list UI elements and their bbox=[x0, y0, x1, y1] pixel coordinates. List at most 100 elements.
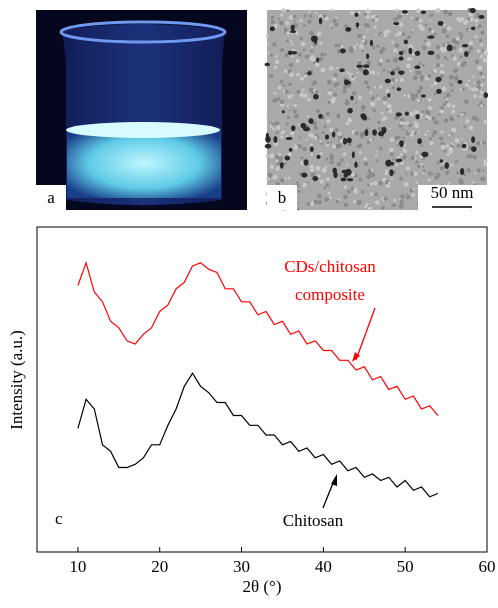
particle bbox=[301, 172, 308, 178]
texture bbox=[466, 168, 471, 172]
texture bbox=[455, 36, 460, 41]
texture bbox=[418, 62, 421, 65]
texture bbox=[431, 134, 435, 138]
texture bbox=[427, 27, 433, 32]
texture bbox=[396, 155, 401, 160]
particle bbox=[284, 155, 291, 161]
texture bbox=[403, 94, 407, 97]
texture bbox=[445, 170, 450, 175]
texture bbox=[323, 124, 327, 129]
texture bbox=[446, 102, 451, 108]
texture bbox=[424, 109, 429, 114]
texture bbox=[436, 172, 439, 176]
texture bbox=[298, 172, 302, 176]
texture bbox=[324, 166, 328, 169]
texture bbox=[389, 152, 394, 157]
texture bbox=[440, 141, 445, 146]
texture bbox=[374, 33, 377, 36]
panel-label: b bbox=[278, 188, 287, 207]
texture bbox=[414, 123, 419, 129]
texture bbox=[458, 31, 462, 35]
texture bbox=[363, 161, 369, 167]
texture bbox=[399, 176, 404, 181]
texture bbox=[365, 8, 371, 14]
texture bbox=[284, 53, 289, 58]
texture bbox=[301, 88, 305, 92]
texture bbox=[315, 133, 319, 137]
texture bbox=[375, 150, 378, 153]
texture bbox=[430, 84, 433, 87]
particle bbox=[354, 161, 358, 168]
texture bbox=[446, 153, 450, 157]
texture bbox=[482, 57, 488, 63]
texture bbox=[374, 99, 377, 102]
texture bbox=[482, 169, 485, 172]
texture bbox=[383, 33, 388, 38]
texture bbox=[286, 115, 291, 119]
texture bbox=[433, 68, 438, 73]
texture bbox=[378, 126, 383, 131]
texture bbox=[361, 49, 365, 53]
texture bbox=[283, 69, 288, 74]
texture bbox=[466, 154, 471, 159]
texture bbox=[433, 64, 436, 67]
texture bbox=[334, 128, 339, 132]
particle bbox=[427, 35, 435, 39]
texture bbox=[335, 66, 338, 70]
texture bbox=[326, 79, 332, 85]
texture bbox=[282, 90, 286, 93]
texture bbox=[445, 144, 449, 148]
texture bbox=[451, 127, 457, 133]
texture bbox=[359, 43, 364, 49]
texture bbox=[414, 121, 418, 125]
texture bbox=[279, 177, 285, 183]
texture bbox=[277, 125, 280, 128]
particle bbox=[340, 177, 347, 182]
texture bbox=[425, 115, 430, 119]
texture bbox=[379, 146, 383, 151]
particle bbox=[339, 48, 346, 54]
texture bbox=[399, 152, 404, 157]
texture bbox=[288, 62, 294, 68]
texture bbox=[286, 104, 289, 107]
particle bbox=[303, 159, 309, 166]
texture bbox=[316, 31, 322, 37]
texture bbox=[345, 98, 349, 102]
particle bbox=[387, 93, 391, 98]
panel-label: c bbox=[55, 509, 63, 528]
texture bbox=[382, 177, 387, 183]
texture bbox=[370, 173, 376, 178]
texture bbox=[376, 44, 380, 48]
texture bbox=[280, 79, 284, 84]
texture bbox=[267, 42, 270, 45]
texture bbox=[481, 75, 485, 79]
particle bbox=[303, 126, 310, 132]
texture bbox=[474, 87, 479, 92]
texture bbox=[479, 71, 484, 76]
texture bbox=[460, 120, 464, 124]
texture bbox=[282, 130, 285, 134]
texture bbox=[440, 144, 446, 150]
texture bbox=[325, 177, 330, 182]
texture bbox=[475, 16, 478, 19]
texture bbox=[435, 44, 441, 50]
texture bbox=[419, 75, 425, 80]
texture bbox=[284, 20, 290, 26]
texture bbox=[345, 163, 349, 167]
particle bbox=[290, 51, 298, 55]
texture bbox=[363, 80, 369, 85]
texture bbox=[391, 86, 395, 90]
texture bbox=[297, 123, 300, 126]
texture bbox=[347, 142, 352, 147]
particle bbox=[269, 26, 275, 32]
texture bbox=[304, 71, 309, 76]
texture bbox=[381, 46, 386, 52]
texture bbox=[272, 127, 275, 131]
texture bbox=[415, 70, 420, 75]
texture bbox=[329, 153, 334, 158]
texture bbox=[265, 154, 269, 159]
plot-frame bbox=[36, 226, 488, 553]
texture bbox=[295, 73, 298, 76]
texture bbox=[450, 54, 454, 58]
texture bbox=[292, 109, 297, 114]
